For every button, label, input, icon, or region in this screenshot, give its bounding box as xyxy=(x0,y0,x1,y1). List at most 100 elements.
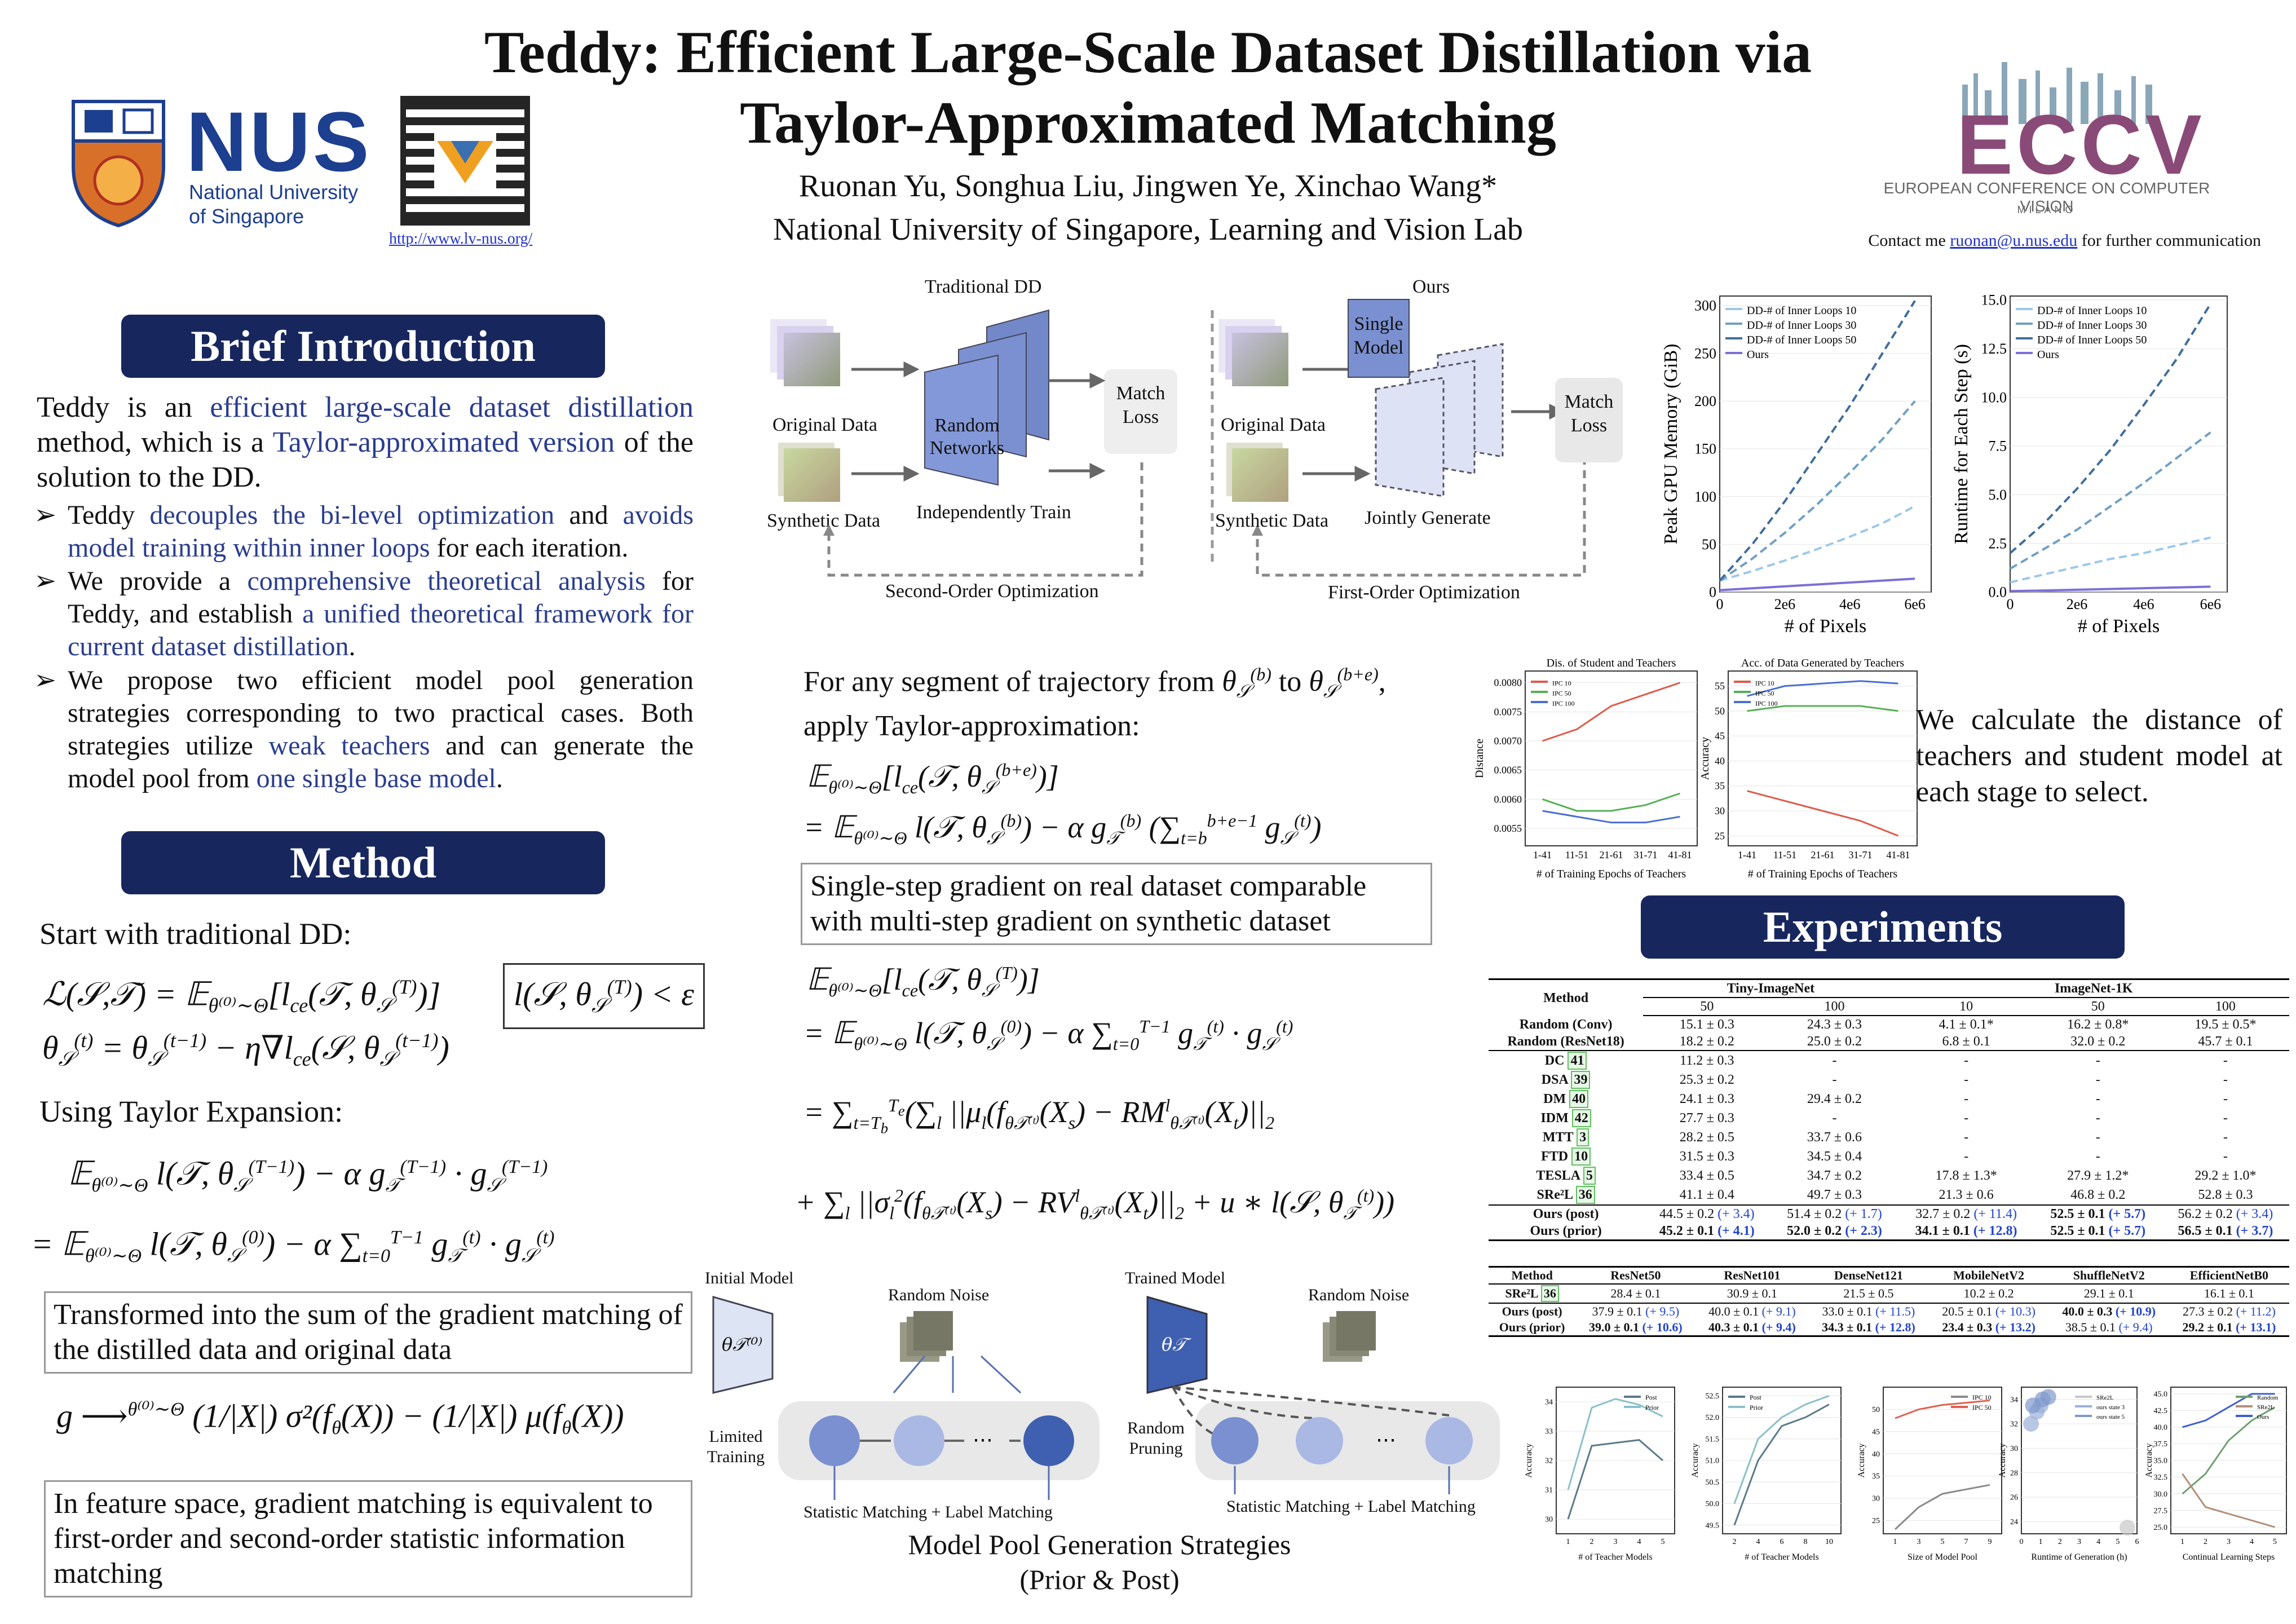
table-header: 50 xyxy=(1643,998,1771,1016)
series-line xyxy=(1733,1394,1830,1504)
table-cell: 34.1 ± 0.1 (+ 12.8) xyxy=(1915,1224,2017,1238)
y-tick-label: 35.0 xyxy=(2154,1457,2168,1466)
table-2: Method ResNet50 ResNet101 DenseNet121 Mobile… xyxy=(1489,1266,2289,1337)
gain-value: (+ 3.4) xyxy=(1717,1207,1755,1221)
pool-pruning-label: Random Pruning xyxy=(1127,1419,1185,1458)
citation-badge[interactable]: 5 xyxy=(1583,1167,1596,1185)
nus-subtitle-2: of Singapore xyxy=(189,205,304,228)
table-method-cell: Ours (prior) xyxy=(1499,1320,1565,1334)
x-tick-label: 8 xyxy=(1804,1538,1808,1546)
table-cell: 21.5 ± 0.5 xyxy=(1808,1284,1929,1304)
table-cell: 32.7 ± 0.2 (+ 11.4) xyxy=(1915,1207,2017,1221)
pool-init-label: Initial Model xyxy=(705,1269,794,1287)
legend-label: IPC 50 xyxy=(1972,1404,1992,1411)
lab-link[interactable]: http://www.lv-nus.org/ xyxy=(389,230,533,248)
y-axis-label: Accuracy xyxy=(1857,1443,1866,1477)
x-tick-label: 1 xyxy=(1893,1538,1897,1546)
legend-label: Prior xyxy=(1645,1404,1659,1411)
y-tick-label: 30 xyxy=(1715,805,1725,817)
nus-crest-icon xyxy=(72,100,165,228)
gain-value: (+ 12.8) xyxy=(1973,1224,2017,1238)
citation-badge[interactable]: 10 xyxy=(1571,1148,1591,1166)
y-tick-label: 0 xyxy=(1709,584,1716,601)
noise-images-2 xyxy=(1336,1311,1376,1351)
plot-area xyxy=(2010,295,2228,593)
series-line xyxy=(1747,790,1899,837)
contact-email[interactable]: ruonan@u.nus.edu xyxy=(1950,231,2078,250)
y-tick-label: 5.0 xyxy=(1989,487,2007,503)
y-tick-label: 31 xyxy=(1545,1486,1553,1495)
diagram-orig-label: Original Data xyxy=(772,414,877,435)
table-method-cell: Ours (prior) xyxy=(1530,1224,1602,1238)
x-tick-label: 0 xyxy=(2020,1538,2024,1546)
citation-badge[interactable]: 3 xyxy=(1577,1128,1589,1146)
gain-value: (+ 13.1) xyxy=(2236,1320,2276,1334)
table-cell: 52.8 ± 0.3 xyxy=(2161,1185,2289,1206)
gain-value: (+ 10.6) xyxy=(1642,1320,1683,1334)
table-row: DSA 39 25.3 ± 0.2 - - - - xyxy=(1489,1070,2289,1089)
jointly-generated-networks-icon xyxy=(1375,343,1504,497)
table-cell: 15.1 ± 0.3 xyxy=(1679,1017,1734,1032)
table-header: 10 xyxy=(1898,998,2034,1016)
series-line xyxy=(1719,300,1916,582)
y-tick-label: 0.0075 xyxy=(1494,706,1522,717)
series-line xyxy=(1567,1398,1663,1490)
table-header-row: Method Tiny-ImageNet ImageNet-1K xyxy=(1489,979,2289,1005)
citation-badge[interactable]: 41 xyxy=(1568,1052,1587,1070)
pool-caption-1: Model Pool Generation Strategies xyxy=(908,1529,1291,1560)
x-axis-label: # of Pixels xyxy=(1785,616,1866,634)
table-method-cell: SRe²L 36 xyxy=(1489,1185,1644,1206)
orig-image-ours xyxy=(1232,333,1288,386)
y-axis-label: Runtime for Each Step (s) xyxy=(1951,344,1972,544)
title-line-1: Teddy: Efficient Large-Scale Dataset Dis… xyxy=(484,19,1812,85)
table-cell: 28.2 ± 0.5 xyxy=(1679,1130,1734,1145)
table-header: ResNet101 xyxy=(1695,1266,1809,1285)
table-1: Method Tiny-ImageNet ImageNet-1K 50 100 10 50 1… xyxy=(1489,978,2289,1241)
x-tick-label: 4 xyxy=(2096,1538,2100,1546)
y-tick-label: 25.0 xyxy=(2154,1524,2168,1532)
x-tick-label: 4e6 xyxy=(1839,596,1861,612)
diagram-ours-title: Ours xyxy=(1412,276,1450,297)
table-cell: - xyxy=(2223,1092,2228,1106)
table-cell: 46.8 ± 0.2 xyxy=(2034,1185,2162,1206)
table-cell: - xyxy=(1832,1073,1837,1087)
x-axis-label: # of Teacher Models xyxy=(1745,1552,1818,1562)
continual-learning-chart: 25.0 27.5 30.0 32.5 35.0 37.5 40.0 42.5 45.0 1 2 3 4… xyxy=(2144,1387,2287,1562)
x-tick-label: 2 xyxy=(1590,1538,1594,1546)
citation-badge[interactable]: 36 xyxy=(1575,1186,1595,1204)
series-line xyxy=(1719,400,1916,582)
y-tick-label: 52.5 xyxy=(1706,1392,1720,1401)
diagram-jointly-label: Jointly Generate xyxy=(1365,508,1491,528)
y-tick-label: 32 xyxy=(2010,1420,2018,1429)
pool-trained-label: Trained Model xyxy=(1125,1269,1226,1287)
table-header: ShuffleNetV2 xyxy=(2048,1266,2169,1285)
table-cell: 45.7 ± 0.1 xyxy=(2161,1033,2289,1051)
table-method-cell: Random (Conv) xyxy=(1519,1017,1613,1032)
x-axis-label: # of Teacher Models xyxy=(1578,1552,1652,1562)
y-tick-label: 2.5 xyxy=(1989,535,2007,551)
table-cell: 27.7 ± 0.3 xyxy=(1679,1111,1734,1126)
runtime-chart: 0.0 2.5 5.0 7.5 10.0 12.5 15.0 0 2e6 4e6 6e6 # of P… xyxy=(1951,292,2228,634)
table-header: ResNet50 xyxy=(1575,1266,1696,1285)
citation-badge[interactable]: 42 xyxy=(1571,1109,1591,1127)
x-tick-label: 9 xyxy=(1988,1538,1992,1546)
table-cell: 40.0 ± 0.1 (+ 9.1) xyxy=(1708,1304,1796,1318)
table-header: 100 xyxy=(1770,998,1898,1016)
gain-value: (+ 5.7) xyxy=(2108,1207,2146,1221)
x-tick-label: 3 xyxy=(2077,1538,2081,1546)
y-axis-label: Accuracy xyxy=(1998,1443,2007,1477)
diagram-trad-title: Traditional DD xyxy=(925,276,1042,297)
eq-pool-2: = 𝔼θ⁽⁰⁾∼Θ l(𝒯, θ𝒮(0)) − α ∑t=0T−1 g𝒯(t) … xyxy=(803,1016,1293,1054)
citation-badge[interactable]: 36 xyxy=(1540,1285,1559,1302)
table-row: Ours (post) 37.9 ± 0.1 (+ 9.5) 40.0 ± 0.1… xyxy=(1489,1303,2289,1320)
legend-label: IPC 100 xyxy=(1552,699,1575,707)
milan-skyline-icon xyxy=(1962,62,2152,124)
eq-taylor-2: = 𝔼θ⁽⁰⁾∼Θ l(𝒯, θ𝒮(0)) − α ∑t=0T−1 g𝒯(t) … xyxy=(31,1225,555,1266)
eq-seg-2: = 𝔼θ⁽⁰⁾∼Θ l(𝒯, θ𝒮(b)) − α g𝒯(b) (∑t=bb+e… xyxy=(803,810,1322,848)
x-tick-label: 1-41 xyxy=(1533,849,1552,860)
citation-badge[interactable]: 39 xyxy=(1571,1071,1591,1089)
table-cell: 25.0 ± 0.2 xyxy=(1770,1033,1898,1051)
plot-area xyxy=(1728,670,1918,846)
table-header: ImageNet-1K xyxy=(1898,979,2289,998)
citation-badge[interactable]: 40 xyxy=(1569,1090,1589,1108)
